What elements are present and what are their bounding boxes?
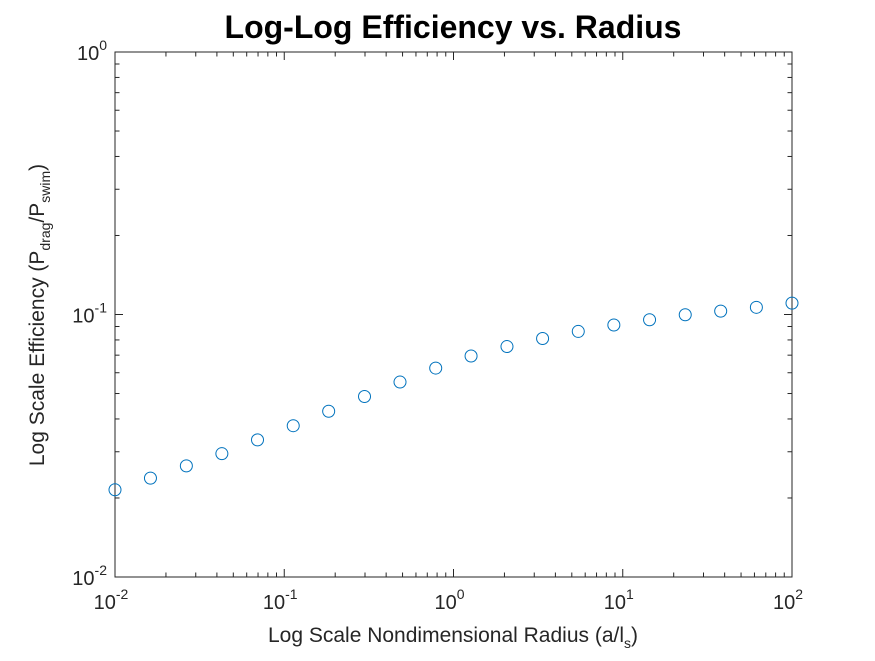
data-point [536,332,550,346]
x-tick-label: 100 [434,586,464,614]
data-point [358,390,372,404]
x-tick-label: 10-1 [263,586,298,614]
x-tick-label: 101 [604,586,634,614]
y-tick-label: 10-1 [72,300,107,328]
data-point [500,340,514,354]
data-point [571,324,585,338]
data-point [393,375,407,389]
data-point [322,404,336,418]
chart-title: Log-Log Efficiency vs. Radius [225,9,682,45]
y-tick-label: 10-2 [72,562,107,590]
data-point [643,313,657,327]
plot-area: 10-2 10-1 100 101 102 10-2 10-1 100 [72,37,803,614]
data-point [108,483,122,497]
data-point [678,308,692,322]
x-tick-label: 102 [773,586,803,614]
x-axis-label: Log Scale Nondimensional Radius (a/ls) [268,624,638,651]
data-point [714,304,728,318]
y-axis-label: Log Scale Efficiency (Pdrag/Pswim) [26,164,53,466]
data-point [215,447,229,461]
data-point [429,361,443,375]
data-point [464,349,478,363]
data-point [785,296,799,310]
data-point [251,433,265,447]
x-tick-label: 10-2 [94,586,129,614]
data-point [286,419,300,433]
data-point [143,471,157,485]
data-point [179,459,193,473]
data-point [749,300,763,314]
y-tick-label: 100 [77,37,107,65]
data-point [607,318,621,332]
